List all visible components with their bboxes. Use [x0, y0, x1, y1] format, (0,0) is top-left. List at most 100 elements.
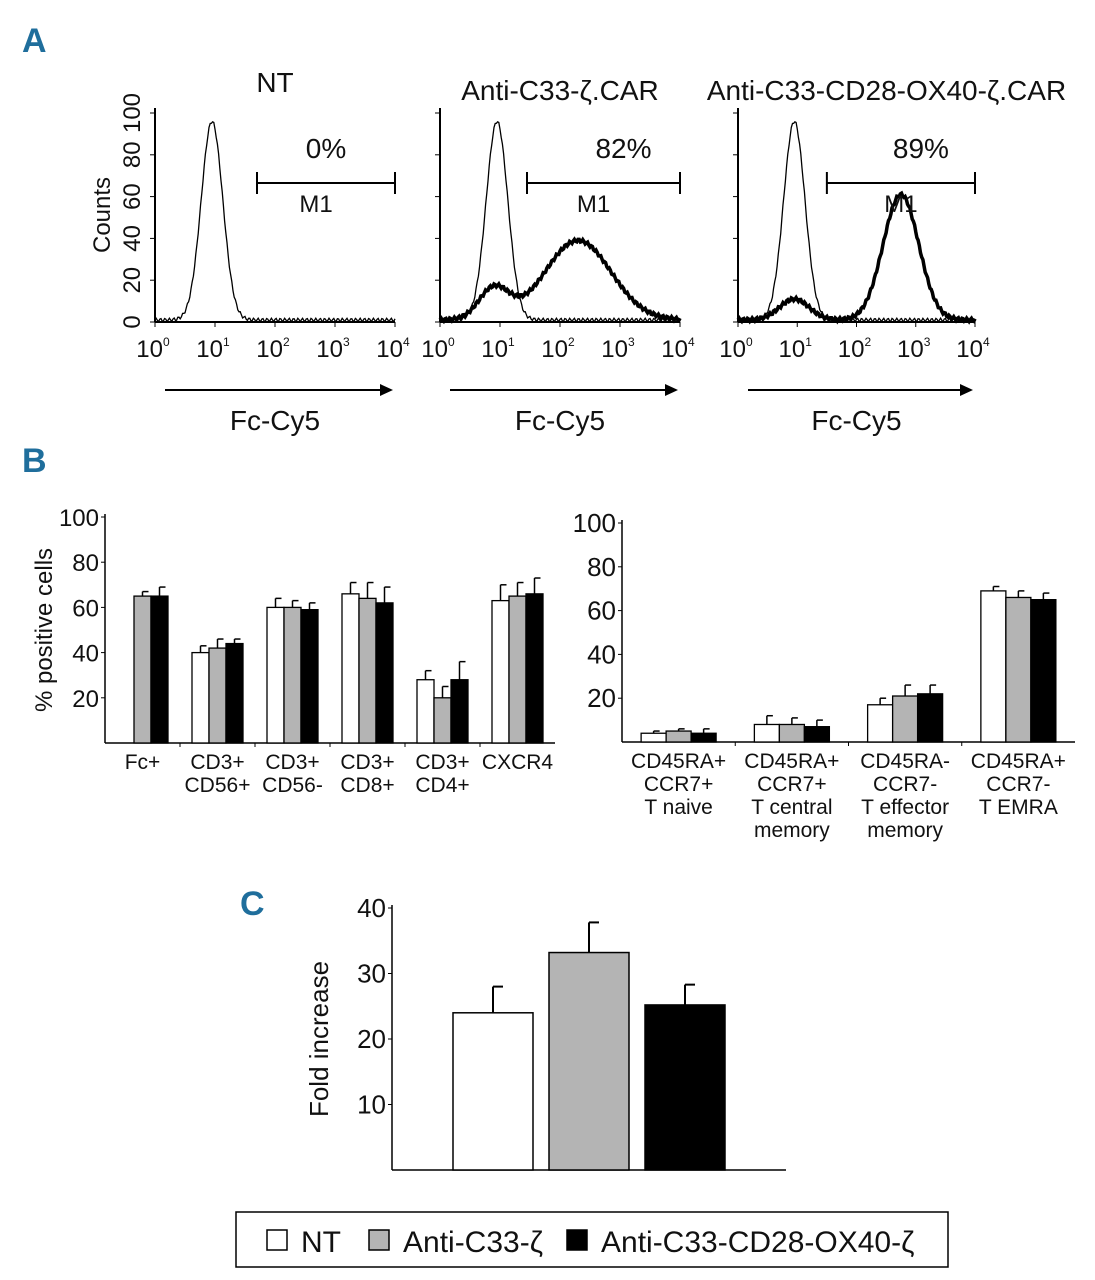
- histogram-2: [435, 108, 682, 396]
- bar: [548, 951, 630, 1171]
- category-label: CCR7+: [757, 773, 826, 796]
- x-tick-label: 104: [661, 335, 695, 363]
- bar: [525, 593, 544, 744]
- y-tick-label: 30: [357, 959, 386, 989]
- category-label: CXCR4: [482, 751, 554, 774]
- bar: [1005, 596, 1032, 743]
- x-tick-label: 100: [719, 335, 753, 363]
- bar: [640, 732, 667, 743]
- bar: [358, 597, 377, 744]
- bar: [778, 723, 806, 743]
- y-tick-label: 0: [119, 315, 146, 328]
- bar: [450, 679, 469, 744]
- bar: [452, 1012, 534, 1171]
- x-tick-label: 104: [376, 335, 410, 363]
- category-label: memory: [754, 819, 830, 842]
- control-histogram-curve: [154, 120, 396, 323]
- y-axis-label: % positive cells: [31, 548, 58, 712]
- x-tick-label: 101: [196, 335, 230, 363]
- x-tick-label: 100: [136, 335, 170, 363]
- histogram-3: [733, 108, 977, 396]
- y-tick-label: 40: [72, 641, 99, 668]
- y-tick-label: 80: [119, 141, 146, 168]
- x-axis-label: Fc-Cy5: [515, 405, 605, 436]
- x-axis-label: Fc-Cy5: [811, 405, 901, 436]
- y-tick-label: 40: [587, 639, 616, 669]
- x-tick-label: 103: [601, 335, 635, 363]
- control-histogram-curve: [737, 120, 976, 323]
- bar: [416, 679, 435, 744]
- y-tick-label: 20: [119, 267, 146, 294]
- category-label: memory: [867, 819, 943, 842]
- y-tick-label: 80: [587, 552, 616, 582]
- gate-label: M1: [577, 191, 610, 218]
- y-tick-label: 100: [573, 508, 616, 538]
- category-label: CD3+: [265, 751, 319, 774]
- x-tick-label: 101: [481, 335, 515, 363]
- bar: [491, 599, 510, 744]
- legend: [235, 1211, 949, 1268]
- panel-label-b: B: [22, 442, 47, 480]
- x-tick-label: 104: [956, 335, 990, 363]
- legend-swatch: [368, 1229, 390, 1251]
- histogram-title: NT: [256, 67, 293, 98]
- bar-chart-b-right: [618, 520, 1075, 746]
- arrow-head-icon: [380, 384, 393, 396]
- y-tick-label: 80: [72, 550, 99, 577]
- y-tick-label: 40: [119, 225, 146, 252]
- category-label: CD8+: [340, 774, 394, 797]
- gate-percent: 82%: [595, 133, 651, 164]
- gate-label: M1: [299, 191, 332, 218]
- control-histogram-curve: [439, 120, 681, 323]
- bar: [753, 723, 781, 743]
- x-tick-label: 100: [421, 335, 455, 363]
- category-label: T naive: [644, 796, 713, 819]
- y-tick-label: 40: [357, 893, 386, 923]
- category-label: T EMRA: [979, 796, 1058, 819]
- y-tick-label: 20: [587, 683, 616, 713]
- legend-label: Anti-C33-ζ: [403, 1226, 543, 1259]
- y-tick-label: 100: [59, 505, 99, 532]
- legend-swatch: [266, 1229, 288, 1251]
- y-tick-label: 10: [357, 1090, 386, 1120]
- gate-percent: 0%: [306, 133, 346, 164]
- category-label: CD3+: [415, 751, 469, 774]
- histogram-title: Anti-C33-ζ.CAR: [461, 75, 659, 106]
- category-label: CD45RA+: [744, 750, 839, 773]
- bar: [150, 595, 169, 744]
- bar: [803, 726, 831, 743]
- bar: [375, 602, 394, 744]
- y-tick-label: 60: [587, 596, 616, 626]
- bar: [665, 730, 692, 743]
- car-histogram-curve: [736, 190, 977, 325]
- x-tick-label: 102: [541, 335, 575, 363]
- arrow-head-icon: [665, 384, 678, 396]
- bar: [266, 606, 285, 744]
- category-label: Fc+: [125, 751, 161, 774]
- bar: [225, 642, 244, 744]
- bar: [644, 1004, 726, 1171]
- y-tick-label: 20: [357, 1024, 386, 1054]
- bar: [508, 595, 527, 744]
- gate-label: M1: [884, 191, 917, 218]
- bar: [690, 732, 717, 743]
- category-label: T central: [751, 796, 832, 819]
- bar-chart-c: [388, 905, 786, 1171]
- x-tick-label: 102: [838, 335, 872, 363]
- histogram-title: Anti-C33-CD28-OX40-ζ.CAR: [707, 75, 1066, 106]
- y-axis-label: Fold increase: [304, 961, 334, 1117]
- bar: [300, 609, 319, 744]
- car-histogram-curve: [438, 236, 682, 325]
- bar: [1030, 599, 1057, 743]
- x-tick-label: 103: [316, 335, 350, 363]
- y-axis-label: Counts: [89, 177, 116, 253]
- x-tick-label: 103: [897, 335, 931, 363]
- category-label: T effector: [861, 796, 949, 819]
- bar: [916, 693, 944, 743]
- arrow-head-icon: [960, 384, 973, 396]
- x-tick-label: 102: [256, 335, 290, 363]
- y-tick-label: 60: [119, 183, 146, 210]
- category-label: CCR7-: [986, 773, 1050, 796]
